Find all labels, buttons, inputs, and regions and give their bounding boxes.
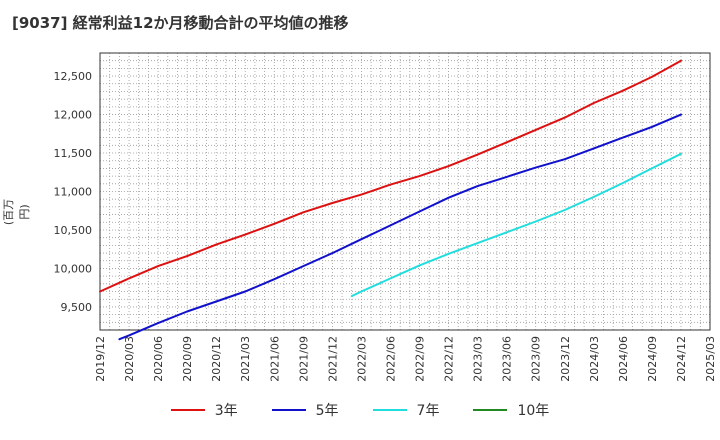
x-tick-label: 2019/12 (94, 336, 107, 382)
y-tick-label: 11,000 (54, 186, 93, 199)
y-tick-label: 10,000 (54, 262, 93, 275)
legend-label: 5年 (315, 403, 339, 419)
x-tick-label: 2023/06 (501, 336, 514, 382)
chart-title: [9037] 経常利益12か月移動合計の平均値の推移 (12, 14, 349, 32)
series-line-5年 (118, 113, 682, 341)
legend-item: 3年 (170, 400, 238, 420)
legend-swatch (170, 409, 205, 411)
x-tick-label: 2022/03 (355, 336, 368, 382)
legend-item: 5年 (271, 400, 339, 420)
legend-label: 7年 (416, 403, 440, 419)
x-tick-label: 2021/03 (239, 336, 252, 382)
y-tick-label: 11,500 (54, 147, 93, 160)
y-tick-label: 9,500 (61, 301, 93, 314)
x-tick-label: 2022/09 (414, 336, 427, 382)
x-tick-label: 2024/03 (588, 336, 601, 382)
chart-legend: 3年 5年 7年 10年 (0, 400, 720, 420)
y-tick-label: 12,500 (54, 70, 93, 83)
plot-frame (99, 52, 711, 331)
x-tick-label: 2020/03 (123, 336, 136, 382)
y-tick-label: 10,500 (54, 224, 93, 237)
x-tick-label: 2022/06 (384, 336, 397, 382)
series-line-7年 (350, 152, 682, 298)
legend-swatch (372, 409, 407, 411)
x-tick-label: 2020/06 (152, 336, 165, 382)
x-tick-label: 2021/06 (268, 336, 281, 382)
x-tick-label: 2020/09 (181, 336, 194, 382)
x-tick-label: 2023/03 (472, 336, 485, 382)
x-tick-label: 2024/06 (617, 336, 630, 382)
x-tick-label: 2022/12 (443, 336, 456, 382)
legend-label: 3年 (214, 403, 238, 419)
legend-label: 10年 (517, 403, 550, 419)
x-tick-label: 2024/09 (646, 336, 659, 382)
legend-item: 7年 (372, 400, 440, 420)
x-tick-label: 2021/12 (326, 336, 339, 382)
x-tick-label: 2025/03 (704, 336, 717, 382)
legend-item: 10年 (473, 400, 549, 420)
x-tick-label: 2020/12 (210, 336, 223, 382)
series-line-3年 (99, 59, 682, 293)
x-tick-label: 2021/09 (297, 336, 310, 382)
x-tick-label: 2023/12 (559, 336, 572, 382)
y-tick-label: 12,000 (54, 109, 93, 122)
legend-swatch (473, 409, 508, 411)
legend-swatch (271, 409, 306, 411)
x-tick-label: 2024/12 (675, 336, 688, 382)
x-tick-label: 2023/09 (530, 336, 543, 382)
